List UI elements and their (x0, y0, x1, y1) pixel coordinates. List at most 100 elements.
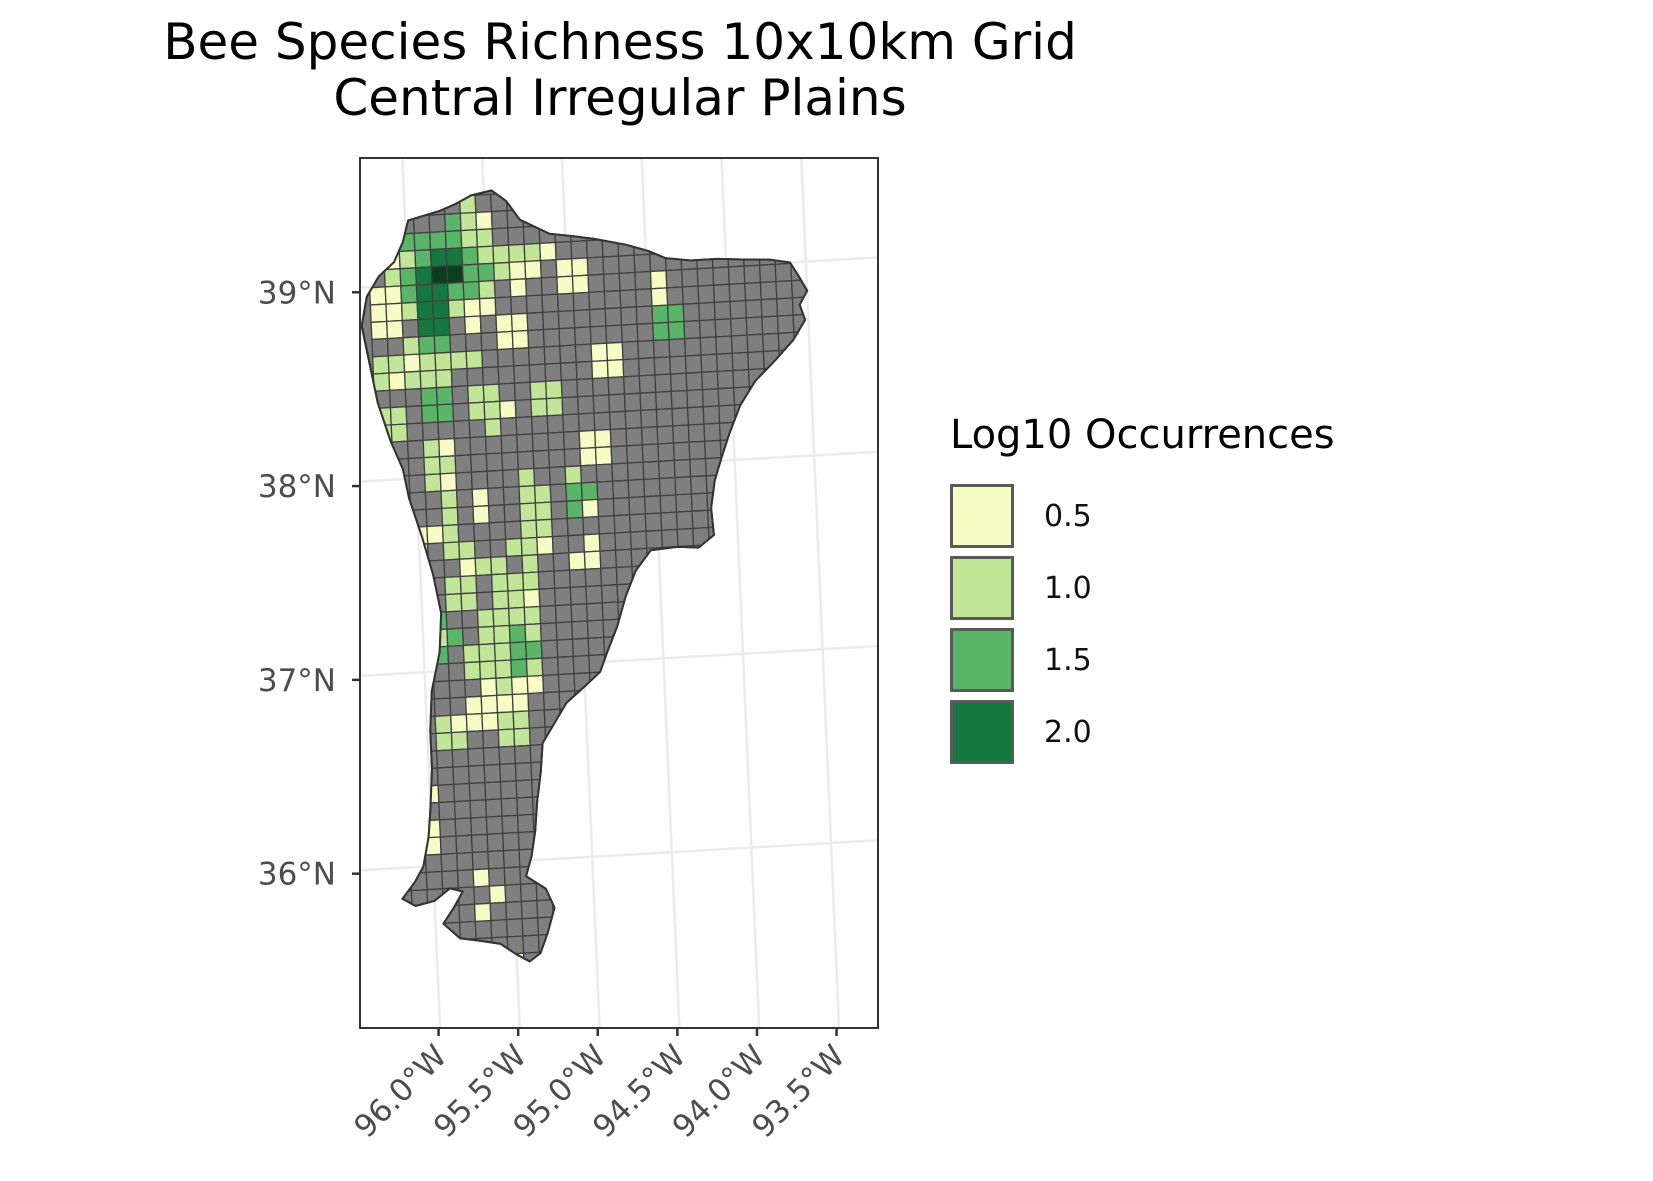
grid-cell (602, 255, 620, 275)
grid-cell (929, 203, 945, 221)
grid-cell (555, 621, 574, 641)
grid-cell-occurrence (517, 467, 536, 488)
grid-cell (1010, 976, 1026, 994)
grid-cell-occurrence (478, 297, 497, 317)
grid-cell (542, 691, 561, 711)
grid-cell (617, 254, 636, 275)
grid-cell (961, 218, 977, 236)
grid-cell (684, 337, 702, 357)
grid-cell (920, 705, 936, 723)
grid-cell (554, 586, 572, 607)
grid-cell-occurrence (398, 249, 417, 270)
grid-cell (435, 749, 454, 769)
grid-cell (469, 799, 488, 819)
grid-cell (470, 816, 488, 836)
grid-cell (547, 431, 565, 451)
grid-cell-occurrence (459, 574, 478, 595)
grid-cell (505, 554, 524, 575)
grid-cell (885, 1001, 901, 1019)
grid-cell (908, 446, 924, 464)
grid-cell-occurrence (429, 230, 447, 251)
grid-cell (1021, 163, 1037, 181)
grid-cell (1007, 907, 1023, 925)
grid-cell (559, 361, 578, 382)
grid-cell (519, 882, 538, 903)
grid-cell (499, 780, 518, 800)
grid-cell (1030, 370, 1046, 388)
grid-cell-occurrence (590, 342, 609, 363)
grid-cell (525, 294, 544, 314)
grid-cell (1044, 334, 1060, 352)
grid-cell (924, 445, 940, 463)
grid-cell (905, 723, 921, 741)
legend-label: 2.0 (1044, 714, 1092, 750)
grid-cell (712, 283, 731, 304)
grid-cell (761, 315, 779, 335)
grid-cell (1002, 804, 1018, 822)
grid-cell (471, 850, 490, 871)
grid-cell-occurrence (480, 694, 499, 715)
grid-cell (1070, 938, 1086, 956)
grid-cell (902, 308, 918, 326)
grid-cell (516, 433, 534, 453)
grid-cell (885, 257, 901, 275)
grid-cell (893, 447, 909, 465)
grid-cell-occurrence (510, 312, 529, 333)
grid-cell (371, 337, 389, 358)
grid-cell (487, 504, 506, 524)
grid-cell-occurrence (519, 519, 538, 540)
grid-cell (995, 994, 1011, 1012)
grid-cell (620, 323, 639, 343)
grid-cell (931, 618, 947, 636)
grid-cell (467, 747, 485, 767)
grid-cell (659, 494, 678, 514)
grid-cell (932, 998, 948, 1016)
grid-cell-occurrence (421, 404, 439, 424)
grid-cell (474, 193, 493, 214)
grid-cell (964, 287, 980, 305)
grid-cell-occurrence (403, 370, 422, 391)
grid-cell-occurrence (530, 397, 548, 418)
grid-cell (539, 259, 558, 279)
grid-cell-occurrence (494, 659, 513, 679)
legend-item: 0.5 (950, 480, 1335, 552)
grid-cell (904, 343, 920, 361)
grid-cell (425, 507, 444, 528)
grid-cell (975, 183, 991, 201)
grid-cell (945, 202, 961, 220)
grid-cell (930, 583, 946, 601)
grid-cell (563, 447, 582, 468)
grid-cell (910, 480, 926, 498)
grid-cell (952, 374, 968, 392)
grid-cell (1014, 353, 1030, 371)
grid-cell (600, 584, 619, 604)
grid-cell (591, 377, 610, 397)
grid-cell-occurrence (605, 341, 624, 362)
grid-cell (896, 533, 912, 551)
grid-cell (976, 926, 992, 944)
grid-cell (958, 875, 974, 893)
grid-cell (510, 295, 528, 315)
grid-cell-occurrence (495, 676, 514, 697)
grid-cell (914, 584, 930, 602)
grid-cell (1050, 818, 1066, 836)
grid-cell (676, 527, 695, 548)
grid-cell (502, 849, 521, 869)
grid-cell (1026, 993, 1042, 1011)
grid-cell (490, 210, 509, 230)
grid-cell (908, 809, 924, 827)
grid-cell (900, 256, 916, 274)
grid-cell-occurrence (458, 557, 477, 578)
grid-cell-occurrence (490, 555, 508, 576)
grid-cell-occurrence (520, 536, 539, 557)
grid-cell (502, 468, 520, 489)
grid-cell (586, 602, 604, 622)
grid-cell-occurrence (423, 456, 441, 476)
grid-cell (884, 240, 900, 258)
grid-cell (598, 532, 617, 552)
grid-cell-occurrence (583, 550, 602, 570)
grid-cell (486, 832, 505, 853)
grid-cell (944, 185, 960, 203)
grid-cell (482, 729, 500, 749)
grid-cell (501, 814, 520, 835)
